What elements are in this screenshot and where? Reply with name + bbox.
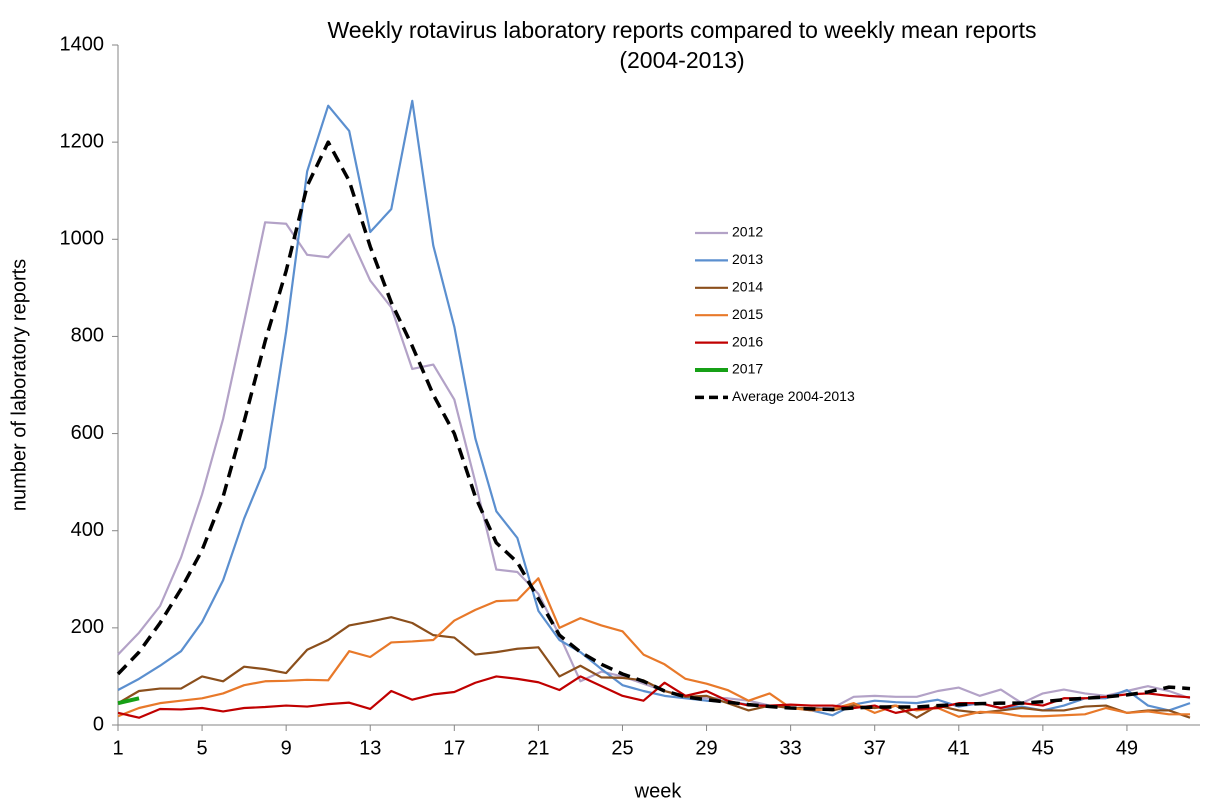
x-tick-label: 33 [780, 737, 802, 759]
x-tick-label: 17 [443, 737, 465, 759]
y-tick-label: 400 [71, 519, 104, 541]
y-tick-label: 200 [71, 616, 104, 638]
chart-title: (2004-2013) [619, 47, 744, 73]
x-tick-label: 25 [611, 737, 633, 759]
x-tick-label: 21 [527, 737, 549, 759]
y-tick-label: 800 [71, 325, 104, 347]
x-tick-label: 49 [1116, 737, 1138, 759]
x-tick-label: 45 [1032, 737, 1054, 759]
x-tick-label: 9 [281, 737, 292, 759]
x-axis-title: week [634, 780, 683, 802]
legend-label: 2016 [732, 333, 763, 349]
y-tick-label: 1000 [60, 228, 105, 250]
x-tick-label: 37 [864, 737, 886, 759]
x-tick-label: 41 [948, 737, 970, 759]
chart-title: Weekly rotavirus laboratory reports comp… [327, 17, 1036, 43]
x-tick-label: 1 [112, 737, 123, 759]
series-line [117, 616, 1191, 719]
y-tick-label: 1200 [60, 130, 105, 152]
legend-label: 2012 [732, 224, 763, 240]
y-axis-title: number of laboratory reports [8, 259, 30, 511]
x-tick-label: 13 [359, 737, 381, 759]
series-line [117, 221, 1191, 710]
legend-label: 2017 [732, 361, 763, 377]
y-tick-label: 1400 [60, 33, 105, 55]
x-tick-label: 5 [197, 737, 208, 759]
legend-label: 2013 [732, 251, 763, 267]
y-tick-label: 0 [93, 713, 104, 735]
series-line [117, 675, 1191, 719]
series-line [117, 99, 1191, 717]
series-line [116, 140, 1191, 712]
x-tick-label: 29 [695, 737, 717, 759]
legend-label: 2015 [732, 306, 763, 322]
legend-label: 2014 [732, 279, 763, 295]
y-tick-label: 600 [71, 422, 104, 444]
series-line [117, 577, 1190, 718]
series-line [117, 696, 140, 706]
legend-label: Average 2004-2013 [732, 388, 855, 404]
